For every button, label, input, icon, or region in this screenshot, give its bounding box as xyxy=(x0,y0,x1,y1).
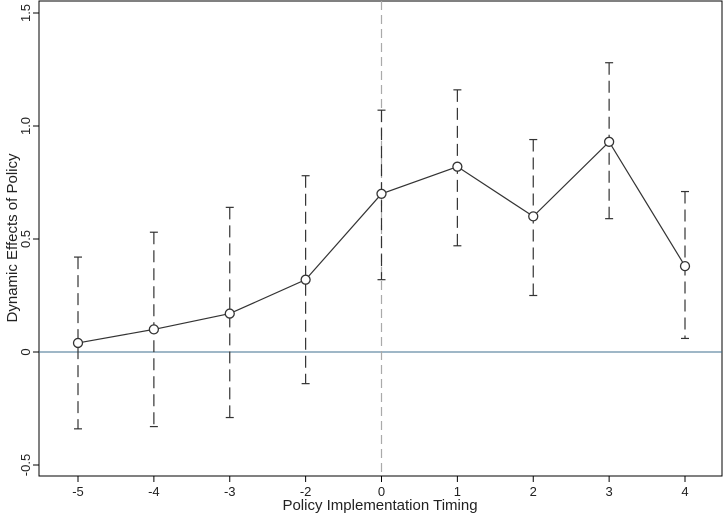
y-tick-label: -0.5 xyxy=(18,454,33,476)
x-tick-label: 0 xyxy=(378,484,385,499)
x-tick-label: -4 xyxy=(148,484,160,499)
data-point xyxy=(452,161,463,172)
y-tick-label: 0 xyxy=(18,348,33,355)
data-point xyxy=(224,308,235,319)
data-point xyxy=(376,188,387,199)
data-point xyxy=(300,274,311,285)
error-bar xyxy=(225,206,234,419)
x-axis-title: Policy Implementation Timing xyxy=(282,497,477,514)
y-tick-label: 1.5 xyxy=(18,4,33,22)
reference-lines xyxy=(39,1,722,476)
y-tick-label: 1.0 xyxy=(18,117,33,135)
x-tick-label: 2 xyxy=(530,484,537,499)
data-point xyxy=(148,324,160,335)
data-point xyxy=(603,136,615,147)
error-bar xyxy=(74,256,82,430)
y-axis-title: Dynamic Effects of Policy xyxy=(4,153,21,322)
data-point xyxy=(72,337,84,349)
error-bar xyxy=(377,109,386,281)
x-tick-label: -2 xyxy=(300,484,312,499)
x-tick-label: -3 xyxy=(224,484,236,499)
error-bar xyxy=(301,175,310,385)
x-axis-ticks: -5 -4 -3 -2 0 1 2 3 4 xyxy=(72,476,689,499)
y-axis-ticks: -0.5 0 0.5 1.0 1.5 xyxy=(18,4,39,476)
y-tick-label: 0.5 xyxy=(18,230,33,248)
data-points xyxy=(72,136,691,349)
x-tick-label: 3 xyxy=(606,484,613,499)
x-tick-label: 4 xyxy=(681,484,688,499)
data-point xyxy=(679,260,691,272)
x-tick-label: -5 xyxy=(72,484,84,499)
data-point xyxy=(528,211,539,222)
plot-frame xyxy=(38,0,723,477)
x-tick-label: 1 xyxy=(454,484,461,499)
